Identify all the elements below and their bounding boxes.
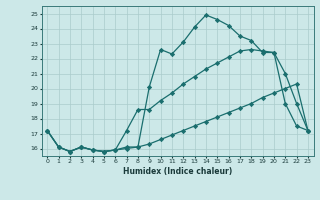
X-axis label: Humidex (Indice chaleur): Humidex (Indice chaleur)	[123, 167, 232, 176]
